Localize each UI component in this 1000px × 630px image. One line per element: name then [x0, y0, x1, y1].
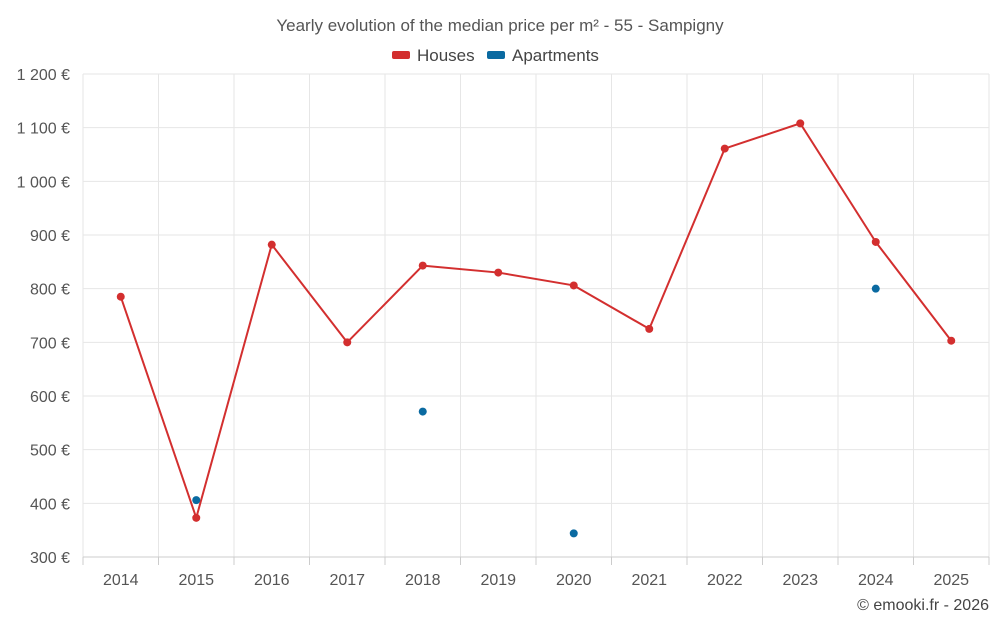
- data-point-houses: [267, 240, 276, 249]
- x-tick-label: 2025: [933, 572, 969, 589]
- y-tick-label: 300 €: [30, 550, 70, 567]
- data-point-houses: [569, 281, 578, 290]
- x-tick-label: 2019: [480, 572, 516, 589]
- y-tick-label: 1 100 €: [17, 121, 70, 138]
- x-tick-label: 2023: [782, 572, 818, 589]
- legend-swatch-apartments: [487, 51, 505, 59]
- y-tick-label: 900 €: [30, 228, 70, 245]
- chart-title: Yearly evolution of the median price per…: [276, 16, 724, 35]
- series-houses: [116, 119, 956, 522]
- plot-series: [116, 119, 956, 538]
- x-tick-label: 2024: [858, 572, 894, 589]
- data-point-houses: [494, 268, 503, 277]
- y-tick-label: 1 000 €: [17, 174, 70, 191]
- data-point-apartments: [192, 496, 201, 505]
- grid: [82, 73, 990, 557]
- data-point-houses: [796, 119, 805, 128]
- legend-item-apartments[interactable]: Apartments: [487, 46, 599, 65]
- data-point-apartments: [569, 529, 578, 538]
- x-tick-label: 2017: [329, 572, 365, 589]
- data-point-houses: [343, 338, 352, 347]
- legend-swatch-houses: [392, 51, 410, 59]
- credit-text: © emooki.fr - 2026: [857, 597, 989, 614]
- legend-item-houses[interactable]: Houses: [392, 46, 475, 65]
- x-tick-label: 2021: [631, 572, 667, 589]
- legend-label-apartments: Apartments: [512, 46, 599, 65]
- x-tick-label: 2020: [556, 572, 592, 589]
- y-tick-label: 700 €: [30, 335, 70, 352]
- data-point-houses: [947, 336, 956, 345]
- x-tick-label: 2022: [707, 572, 743, 589]
- data-point-apartments: [871, 284, 880, 293]
- legend-label-houses: Houses: [417, 46, 475, 65]
- x-tick-label: 2016: [254, 572, 290, 589]
- x-tick-label: 2014: [103, 572, 139, 589]
- series-apartments: [192, 284, 880, 538]
- data-point-houses: [116, 292, 125, 301]
- y-tick-label: 600 €: [30, 389, 70, 406]
- y-tick-label: 1 200 €: [17, 67, 70, 84]
- data-point-apartments: [418, 407, 427, 416]
- y-tick-label: 800 €: [30, 282, 70, 299]
- x-tick-label: 2015: [178, 572, 214, 589]
- data-point-houses: [645, 324, 654, 333]
- data-point-houses: [871, 237, 880, 246]
- data-point-houses: [720, 144, 729, 153]
- series-line-houses: [119, 122, 953, 519]
- legend: Houses Apartments: [392, 46, 599, 65]
- data-point-houses: [418, 261, 427, 270]
- data-point-houses: [192, 513, 201, 522]
- axes: 300 € 400 € 500 € 600 € 700 € 800 € 900 € 1 000…: [17, 67, 990, 589]
- y-tick-label: 400 €: [30, 496, 70, 513]
- y-tick-label: 500 €: [30, 443, 70, 460]
- x-tick-label: 2018: [405, 572, 441, 589]
